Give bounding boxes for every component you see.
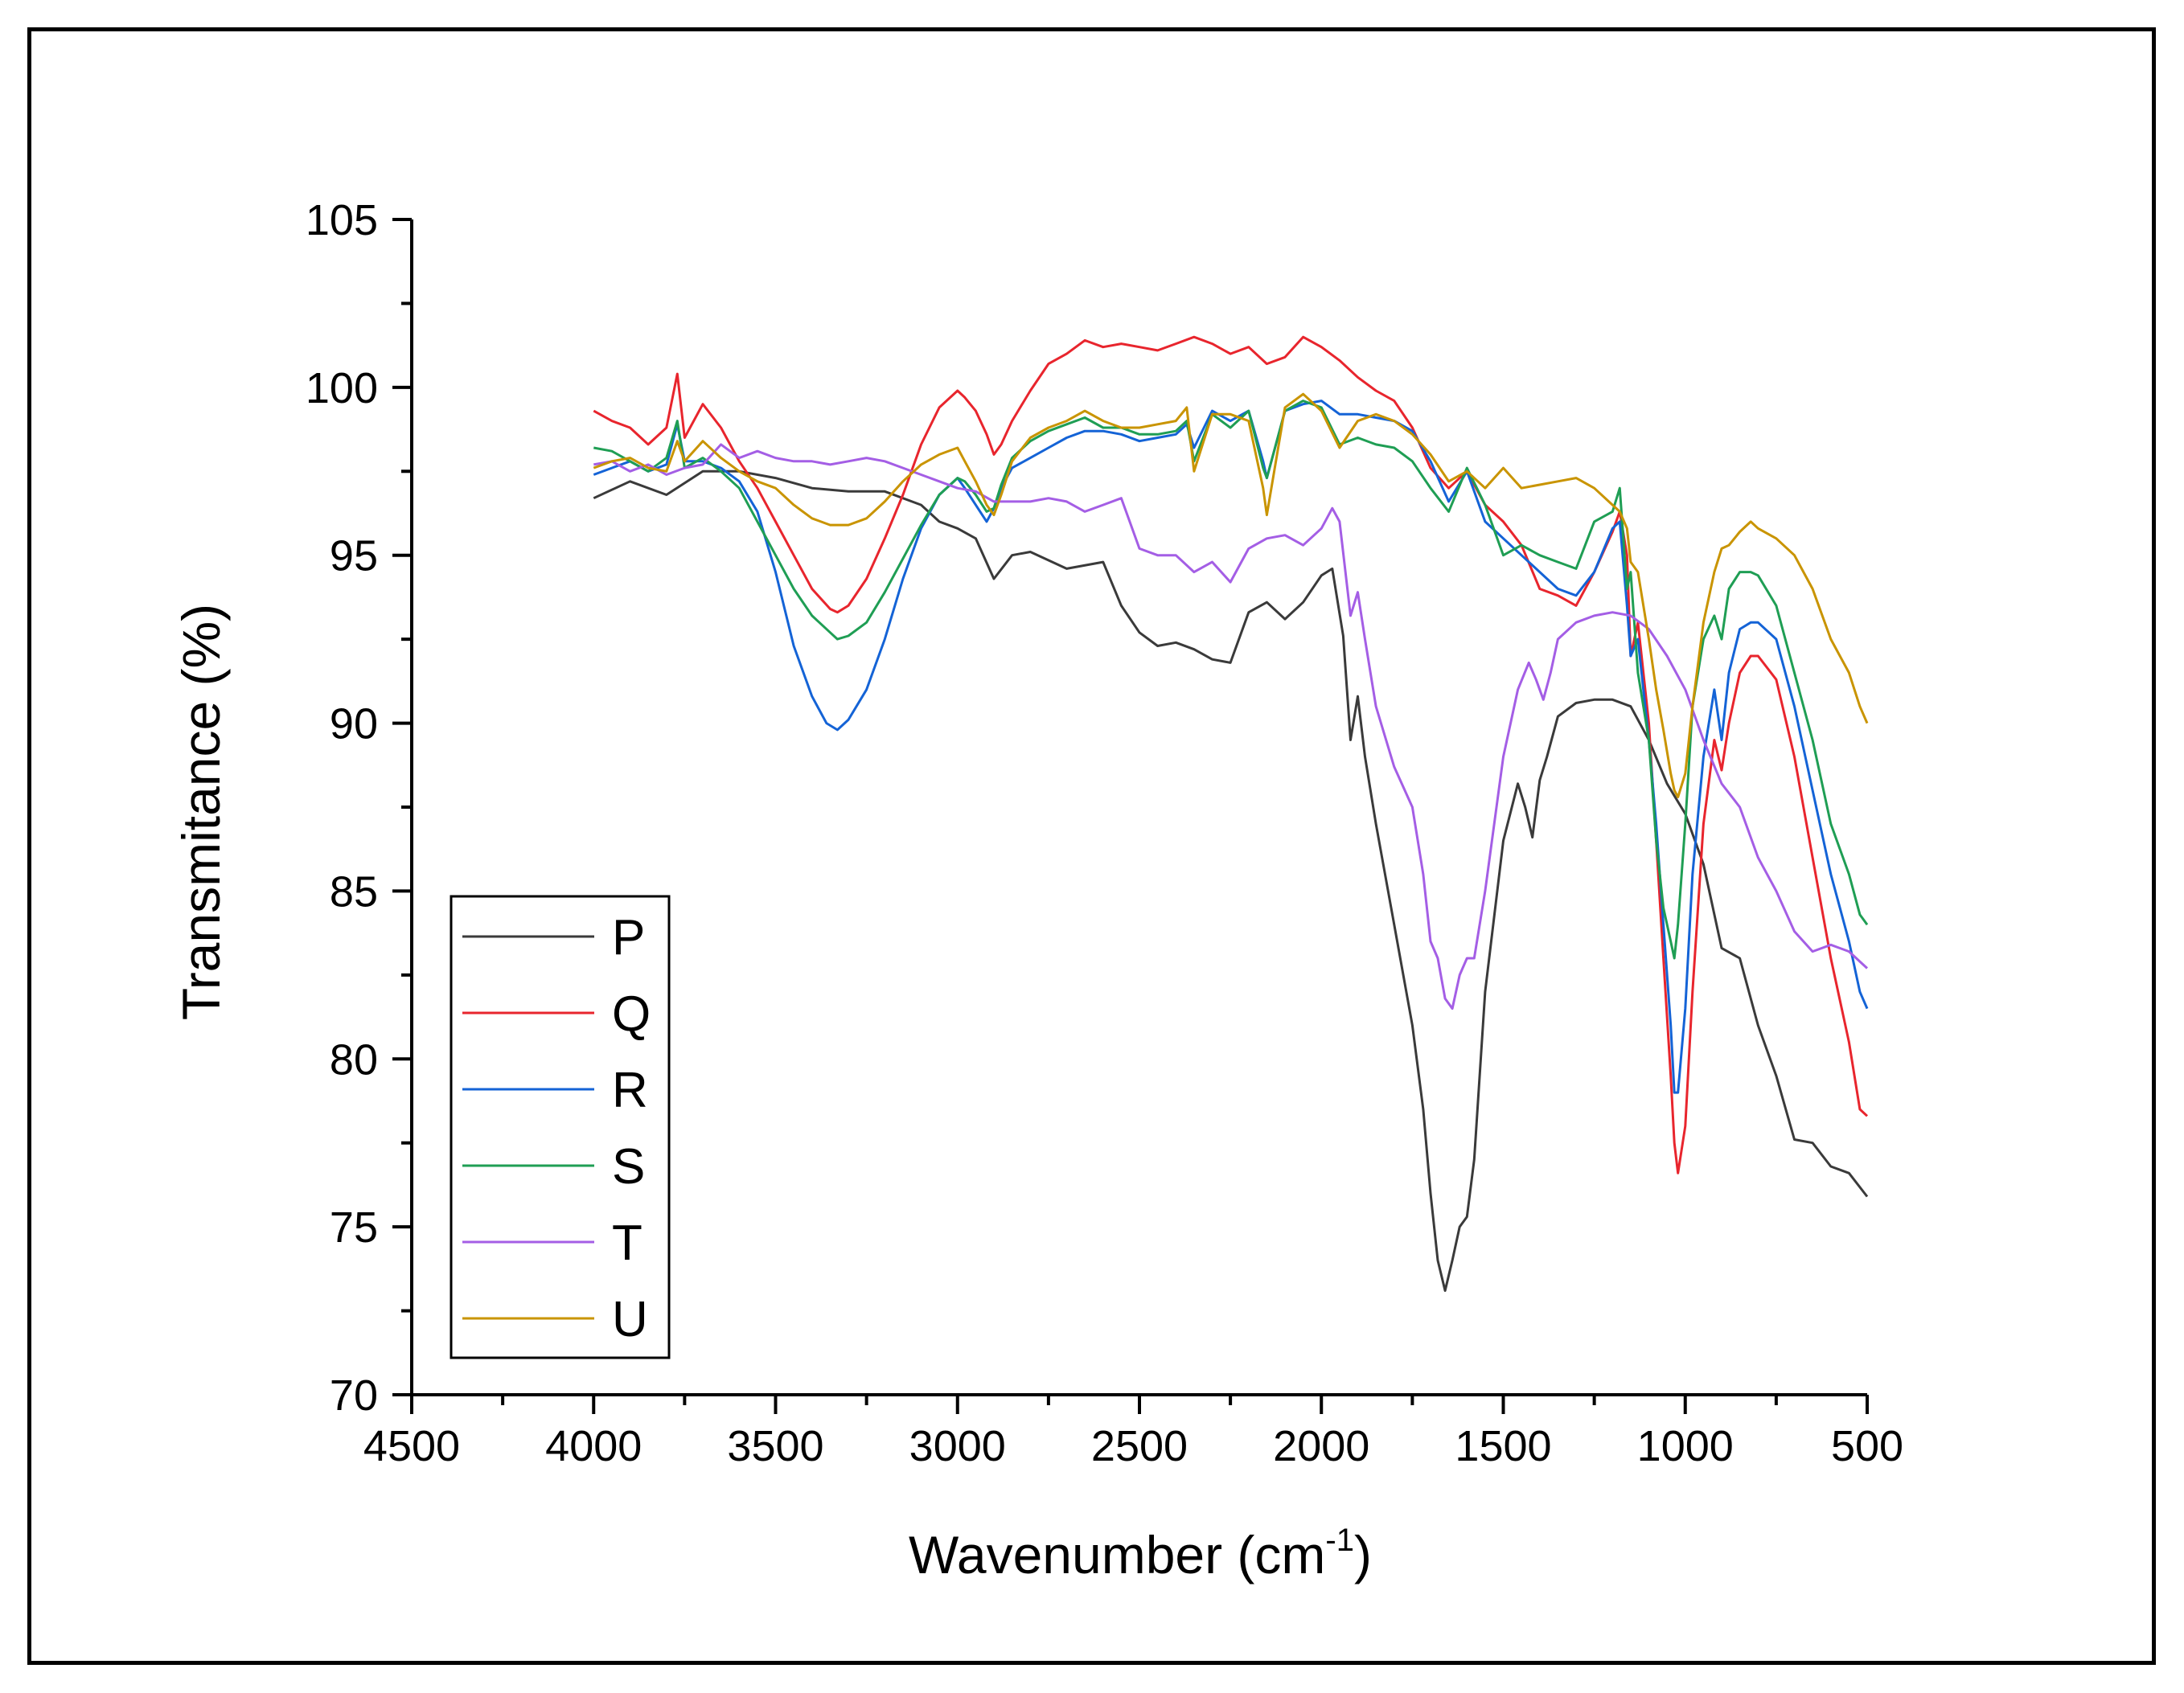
series-line-Q — [593, 335, 1869, 1174]
y-tick-label: 75 — [330, 1203, 378, 1252]
y-axis-title: Transmitance (%) — [171, 604, 231, 1020]
series-line-S — [593, 400, 1869, 960]
y-tick-label: 105 — [306, 196, 378, 244]
legend-box — [450, 895, 671, 1359]
legend-label-R: R — [612, 1063, 648, 1118]
x-tick-label: 500 — [1831, 1422, 1903, 1470]
y-tick-label: 70 — [330, 1371, 378, 1420]
x-axis-title-close: ) — [1354, 1525, 1372, 1584]
series-line-U — [593, 392, 1869, 798]
plot-area — [593, 335, 1869, 1292]
axes: 70 75 80 85 90 95 100 105 4500 4000 3500 3000 2500 20… — [306, 196, 1903, 1470]
x-tick-label: 2500 — [1091, 1422, 1188, 1470]
x-axis-title-text: Wavenumber (cm — [909, 1525, 1325, 1584]
x-axis-title-superscript: -1 — [1325, 1523, 1354, 1558]
figure-frame — [27, 27, 2156, 1665]
y-tick-label: 100 — [306, 364, 378, 412]
x-tick-label: 1000 — [1637, 1422, 1734, 1470]
legend-label-Q: Q — [612, 986, 651, 1042]
legend-label-U: U — [612, 1292, 648, 1347]
x-tick-label: 3000 — [909, 1422, 1006, 1470]
x-axis-title: Wavenumber (cm-1) — [909, 1523, 1372, 1584]
y-tick-label: 85 — [330, 867, 378, 916]
x-tick-label: 1500 — [1455, 1422, 1551, 1470]
legend-label-S: S — [612, 1139, 645, 1195]
x-tick-label: 3500 — [727, 1422, 823, 1470]
series-line-P — [593, 469, 1869, 1292]
y-tick-label: 90 — [330, 700, 378, 748]
y-tick-label: 95 — [330, 532, 378, 580]
legend-label-T: T — [612, 1215, 642, 1271]
x-tick-label: 4000 — [545, 1422, 642, 1470]
series-line-T — [593, 443, 1869, 1010]
y-tick-label: 80 — [330, 1035, 378, 1084]
x-tick-label: 4500 — [363, 1422, 460, 1470]
series-line-R — [593, 400, 1869, 1094]
x-tick-label: 2000 — [1273, 1422, 1369, 1470]
legend-label-P: P — [612, 910, 645, 965]
